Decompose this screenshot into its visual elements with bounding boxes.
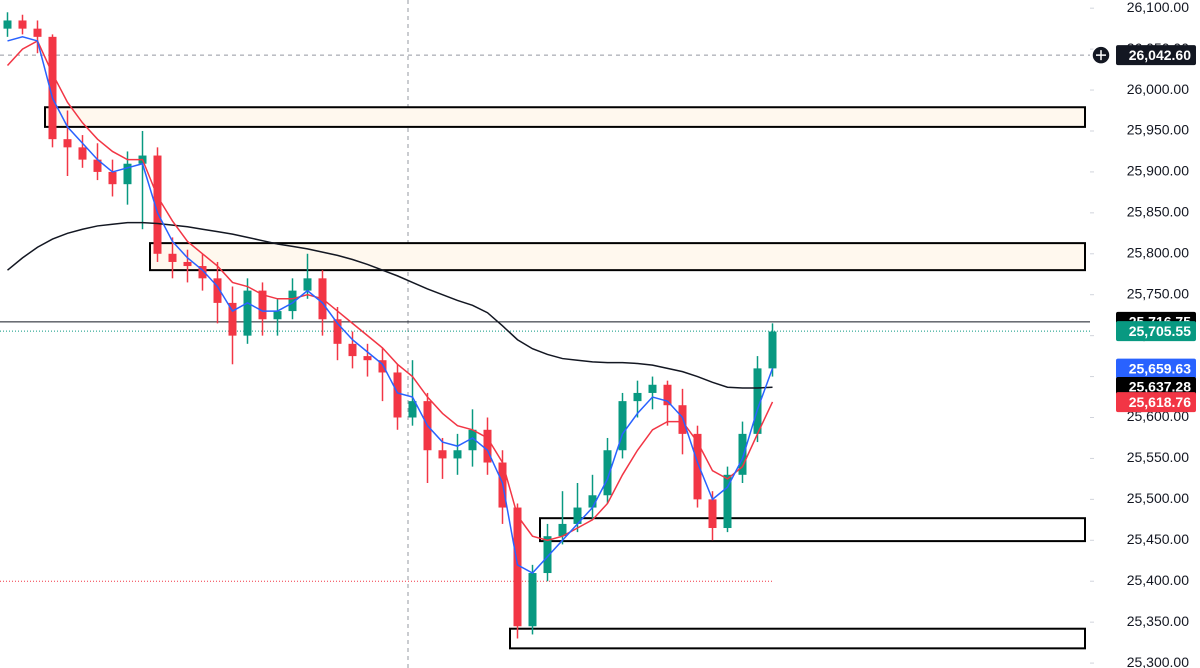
candle-body	[738, 433, 747, 475]
candle-body	[513, 507, 522, 627]
price-label: 26,042.60	[1129, 47, 1191, 63]
candle-body	[393, 372, 402, 418]
moving-average-line	[7, 221, 773, 389]
candle-body	[228, 302, 237, 336]
candle-body	[693, 433, 702, 500]
candle-body	[453, 450, 462, 459]
plus-icon	[1096, 50, 1106, 61]
y-tick-label: 25,300.00	[1127, 654, 1189, 668]
moving-average-line	[7, 36, 774, 574]
candle-body	[168, 253, 177, 262]
y-tick-label: 26,100.00	[1127, 0, 1189, 15]
candle-body	[468, 429, 477, 451]
candle-body	[273, 311, 282, 320]
y-tick-label: 25,500.00	[1127, 490, 1189, 506]
candle-body	[768, 331, 777, 369]
candle-body	[303, 278, 312, 291]
price-label-box	[1116, 358, 1196, 379]
zone	[509, 627, 1086, 650]
y-tick-label: 26,000.00	[1127, 81, 1189, 97]
candle-body	[63, 139, 72, 148]
candle-body	[573, 507, 582, 524]
candle-body	[213, 278, 222, 303]
y-tick-label: 25,800.00	[1127, 244, 1189, 260]
y-tick-label: 25,400.00	[1127, 572, 1189, 588]
candle-body	[333, 319, 342, 344]
price-label: 25,637.28	[1129, 379, 1191, 395]
price-label-box	[1116, 45, 1196, 66]
candle-body	[243, 290, 252, 336]
candle-body	[648, 384, 657, 393]
candle-body	[723, 474, 732, 529]
y-tick-label: 25,450.00	[1127, 531, 1189, 547]
candle-body	[183, 261, 192, 267]
zone	[149, 242, 1086, 272]
y-tick-label: 25,900.00	[1127, 163, 1189, 179]
candle-body	[753, 368, 762, 434]
candle-body	[618, 401, 627, 451]
candle-body	[603, 450, 612, 496]
candle-body	[483, 429, 492, 463]
candle-body	[258, 290, 267, 320]
price-label-box	[1116, 392, 1196, 413]
candle-body	[108, 171, 117, 185]
candle-body	[588, 495, 597, 508]
candle-body	[543, 536, 552, 574]
price-label-box	[1116, 376, 1196, 397]
zone	[44, 106, 1086, 128]
y-tick-label: 25,850.00	[1127, 204, 1189, 220]
moving-average-line	[6, 39, 774, 542]
candle-body	[78, 147, 87, 160]
price-label: 25,705.55	[1129, 323, 1191, 339]
y-tick-label: 25,950.00	[1127, 122, 1189, 138]
candle-body	[348, 343, 357, 357]
y-tick-label: 25,550.00	[1127, 449, 1189, 465]
candle-body	[378, 360, 387, 373]
candle-body	[3, 20, 12, 29]
candle-body	[288, 290, 297, 312]
candle-body	[633, 392, 642, 402]
candle-body	[408, 401, 417, 418]
candle-body	[33, 28, 42, 37]
candle-body	[708, 499, 717, 529]
y-tick-label: 25,350.00	[1127, 613, 1189, 629]
candle-body	[198, 266, 207, 279]
candle-body	[363, 356, 372, 361]
candle-body	[18, 20, 27, 29]
candle-body	[153, 155, 162, 254]
zone	[539, 517, 1086, 543]
y-tick-label: 25,600.00	[1127, 408, 1189, 424]
candle-body	[93, 159, 102, 172]
candle-body	[123, 163, 132, 185]
candle-body	[48, 36, 57, 140]
candle-body	[528, 573, 537, 627]
candle-body	[558, 523, 567, 537]
price-label-box	[1116, 321, 1196, 342]
price-label: 25,659.63	[1129, 360, 1191, 376]
candle-body	[663, 384, 672, 406]
candle-body	[438, 450, 447, 459]
price-label: 25,618.76	[1129, 394, 1191, 410]
y-tick-label: 25,750.00	[1127, 285, 1189, 301]
